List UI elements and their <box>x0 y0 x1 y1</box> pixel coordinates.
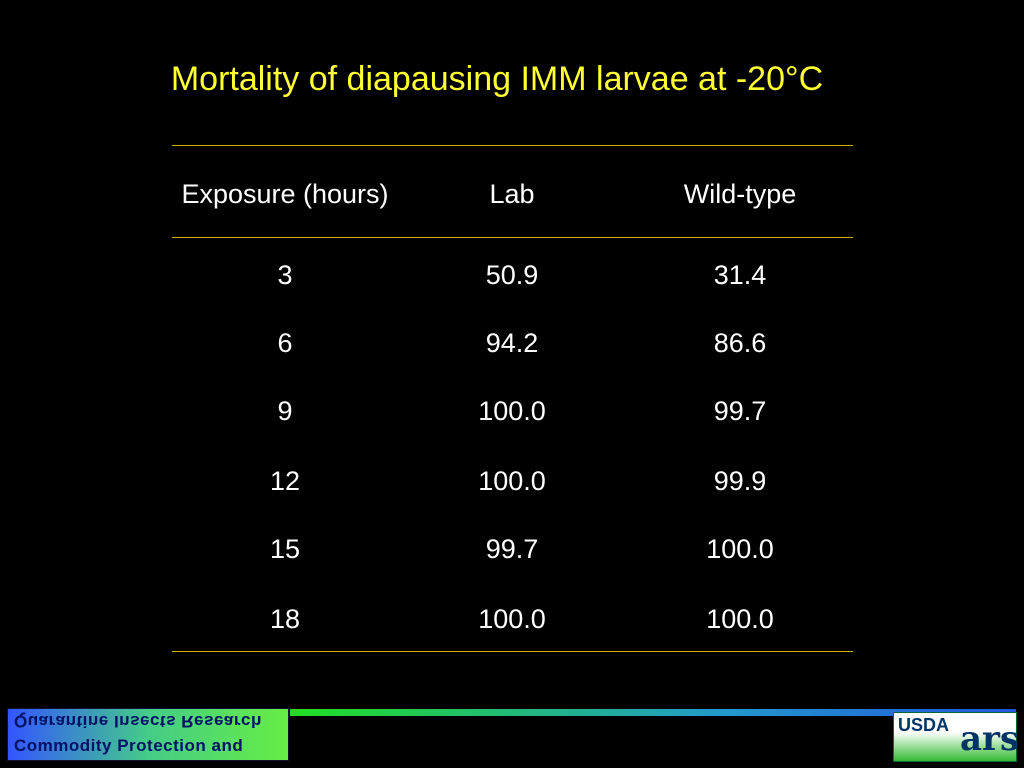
table-cell: 18 <box>269 604 301 634</box>
table-cell: 99.7 <box>485 534 539 564</box>
table-rule <box>172 237 853 238</box>
table-cell: 9 <box>277 396 293 426</box>
left-logo: Quarantine Insects Research Commodity Pr… <box>7 708 289 761</box>
table-cell: 31.4 <box>713 260 767 290</box>
header-cell: Wild-type <box>683 179 797 209</box>
table-cell: 86.6 <box>713 328 767 358</box>
slide-title: Mortality of diapausing IMM larvae at -2… <box>170 60 824 98</box>
header-cell: Lab <box>489 179 535 209</box>
table-cell: 94.2 <box>485 328 539 358</box>
table-cell: 99.7 <box>713 396 767 426</box>
footer-bar <box>290 709 1016 716</box>
logo-text: Quarantine Insects Research <box>14 712 262 731</box>
table-cell: 99.9 <box>713 466 767 496</box>
table-cell: 100.0 <box>478 396 546 426</box>
table-rule <box>172 651 853 652</box>
logo-text: Commodity Protection and <box>14 736 244 755</box>
table-rule <box>172 145 853 146</box>
table-cell: 100.0 <box>706 604 774 634</box>
table-cell: 100.0 <box>706 534 774 564</box>
right-logo: USDA ars <box>893 712 1020 762</box>
table-cell: 50.9 <box>485 260 539 290</box>
table-cell: 3 <box>277 260 293 290</box>
header-cell: Exposure (hours) <box>181 179 389 209</box>
logo-text: USDA <box>898 715 950 735</box>
logo-text: ars <box>960 719 1020 759</box>
table-cell: 6 <box>277 328 293 358</box>
table-cell: 15 <box>269 534 301 564</box>
table-cell: 12 <box>269 466 301 496</box>
table-cell: 100.0 <box>478 466 546 496</box>
table-cell: 100.0 <box>478 604 546 634</box>
